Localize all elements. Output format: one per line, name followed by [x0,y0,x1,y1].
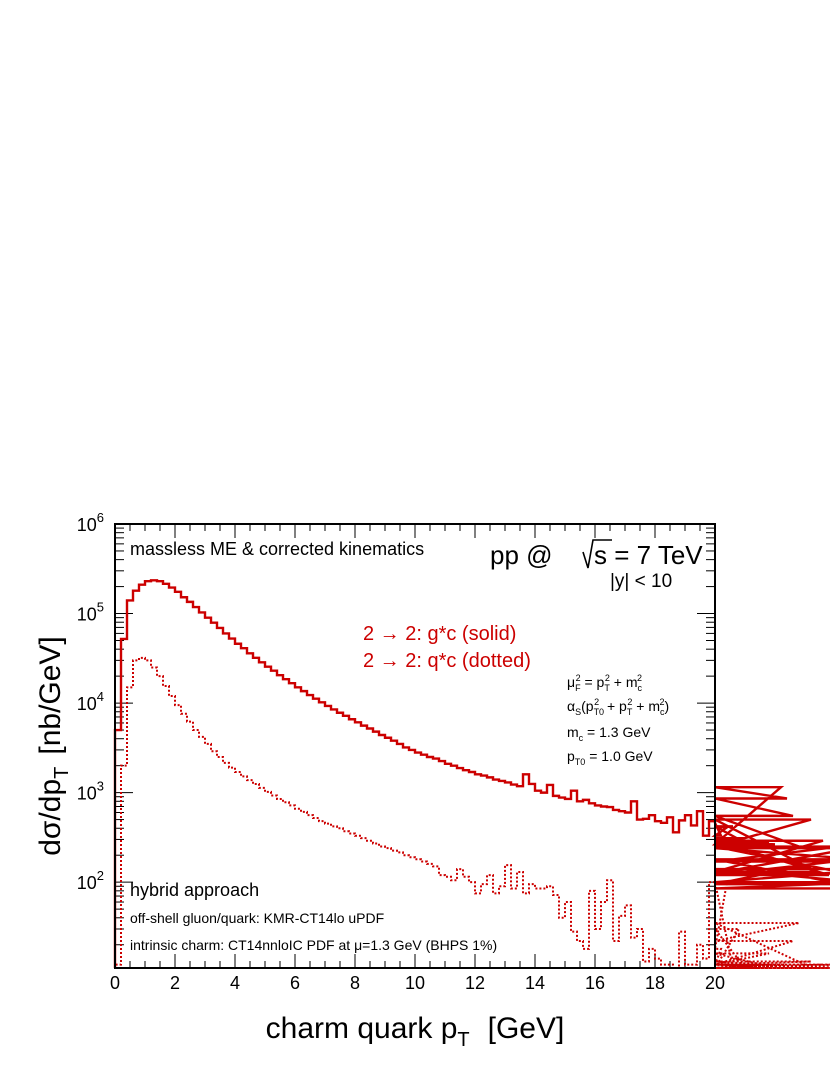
x-tick-label: 14 [525,973,545,993]
y-tick-label: 106 [77,510,104,535]
x-tick-label: 0 [110,973,120,993]
pt0-value: pT0 = 1.0 GeV [567,748,653,767]
plot-series [113,579,830,969]
y-tick-label: 103 [77,779,104,804]
scale-formula: μF2 = pT2 + mc2 [567,673,642,693]
y-tick-label: 104 [77,689,104,714]
energy-label: pp @ s = 7 TeV [490,539,703,570]
sqrt-sign [582,539,612,569]
y-tick-label: 102 [77,868,104,893]
alpha-formula: αS(pT02 + pT2 + mc2) [567,697,669,717]
annotation-offshell: off-shell gluon/quark: KMR-CT14lo uPDF [130,910,384,926]
series-solid-gc [113,579,830,968]
x-tick-label: 4 [230,973,240,993]
plot-frame [114,523,716,969]
annotation-intrinsic: intrinsic charm: CT14nnloIC PDF at μ=1.3… [130,937,497,953]
x-tick-label: 2 [170,973,180,993]
annotation-hybrid: hybrid approach [130,880,259,900]
x-tick-label: 6 [290,973,300,993]
x-tick-label: 16 [585,973,605,993]
x-tick-label: 18 [645,973,665,993]
annotation-kinematics: massless ME & corrected kinematics [130,539,424,559]
x-tick-label: 12 [465,973,485,993]
plot-axes: 0 2 4 6 8 10 12 14 16 18 20 102 103 104 105 106 [77,510,725,993]
y-axis-label: dσ/dpT[nb/GeV] [34,636,73,856]
charm-mass: mc = 1.3 GeV [567,724,651,743]
x-tick-label: 8 [350,973,360,993]
y-tick-label: 105 [77,600,104,625]
series-dotted-qc [114,656,830,969]
x-axis-label: charm quark pT [GeV] [266,1012,565,1051]
svg-text:s = 7 TeV: s = 7 TeV [594,540,703,570]
svg-text:pp @: pp @ [490,540,553,570]
rapidity-label: |y| < 10 [610,571,672,592]
x-tick-label: 10 [405,973,425,993]
x-tick-label: 20 [705,973,725,993]
legend-solid: 2 → 2: g*c (solid) [363,623,516,645]
legend-dotted: 2 → 2: q*c (dotted) [363,650,531,672]
